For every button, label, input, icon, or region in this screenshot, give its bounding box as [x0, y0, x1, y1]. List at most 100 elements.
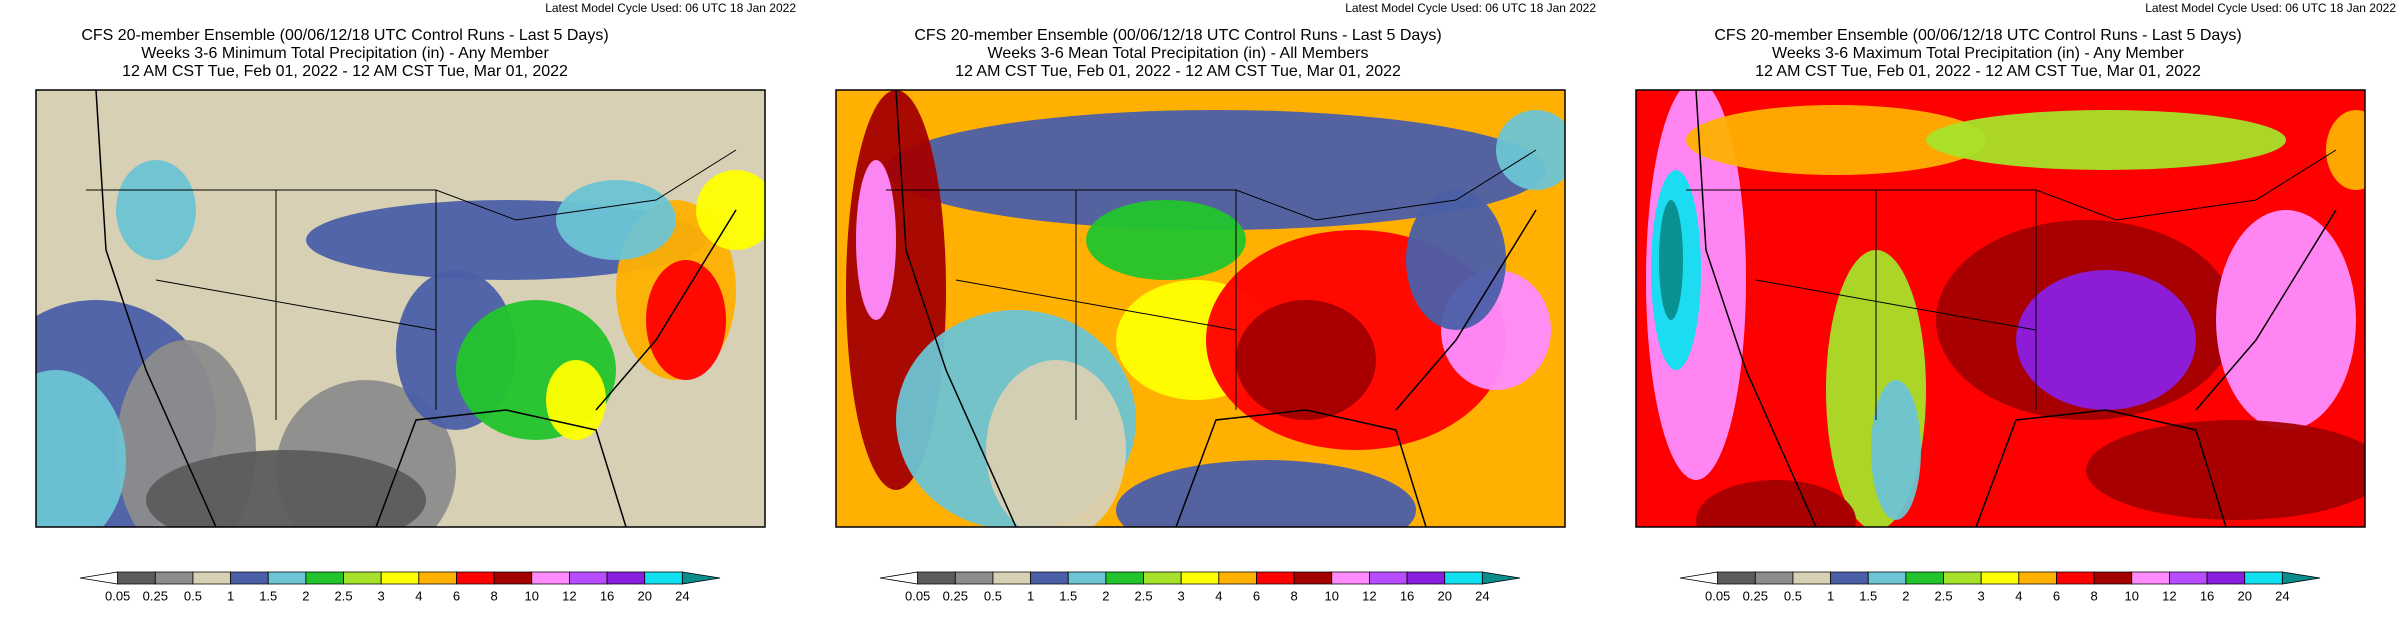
- colorbar-swatch: [1406, 571, 1446, 585]
- map-subtitle: Weeks 3-6 Maximum Total Precipitation (i…: [1772, 45, 2185, 62]
- precip-area: [1659, 200, 1683, 320]
- map-title: CFS 20-member Ensemble (00/06/12/18 UTC …: [914, 27, 1441, 44]
- colorbar-label: 1: [1827, 588, 1834, 603]
- precip-area: [556, 180, 676, 260]
- colorbar-swatch: [1905, 571, 1944, 585]
- precip-area: [1116, 460, 1416, 527]
- map-period: 12 AM CST Tue, Feb 01, 2022 - 12 AM CST …: [955, 63, 1401, 80]
- colorbar-swatch: [230, 571, 269, 585]
- precip-area: [856, 160, 896, 320]
- coastline: [895, 90, 1537, 527]
- colorbar-label: 6: [1253, 588, 1260, 603]
- colorbar-swatch: [2169, 571, 2208, 585]
- colorbar-label: 0.05: [905, 588, 930, 603]
- colorbar-swatch: [2093, 571, 2133, 585]
- colorbar-swatch: [192, 571, 231, 585]
- precip-area: [36, 370, 126, 527]
- colorbar-label: 1.5: [1859, 588, 1877, 603]
- colorbar-swatch: [305, 571, 344, 585]
- colorbar-swatch: [531, 571, 570, 585]
- border: [86, 149, 737, 420]
- colorbar-label: 2.5: [1134, 588, 1152, 603]
- precip-area: [2326, 110, 2365, 190]
- colorbar-label: 12: [2162, 588, 2176, 603]
- precip-area: [146, 450, 426, 527]
- precip-area: [1871, 380, 1921, 520]
- precip-area: [1686, 105, 1986, 175]
- colorbar-swatch: [1754, 571, 1794, 585]
- colorbar-label: 3: [1978, 588, 1985, 603]
- map-title: CFS 20-member Ensemble (00/06/12/18 UTC …: [1714, 27, 2241, 44]
- map-frame: [35, 89, 766, 528]
- colorbar-swatch: [1792, 571, 1831, 585]
- colorbar-swatch: [1867, 571, 1907, 585]
- map-period: 12 AM CST Tue, Feb 01, 2022 - 12 AM CST …: [1755, 63, 2201, 80]
- colorbar-swatch: [2131, 571, 2170, 585]
- colorbar-label: 2: [1902, 588, 1909, 603]
- colorbar-swatch: [154, 571, 194, 585]
- colorbar-label: 20: [637, 588, 651, 603]
- colorbar-label: 1.5: [259, 588, 277, 603]
- precip-area: [1696, 480, 1856, 527]
- colorbar-swatch: [992, 571, 1031, 585]
- colorbar-label: 4: [415, 588, 422, 603]
- colorbar-label: 0.5: [984, 588, 1002, 603]
- precip-area: [1086, 200, 1246, 280]
- panel: Latest Model Cycle Used: 06 UTC 18 Jan 2…: [835, 1, 1596, 603]
- colorbar-swatch: [1256, 571, 1295, 585]
- colorbar-swatch: [1331, 571, 1370, 585]
- map-title: CFS 20-member Ensemble (00/06/12/18 UTC …: [81, 27, 608, 44]
- colorbar-swatch: [1481, 571, 1521, 585]
- map: [36, 90, 765, 527]
- colorbar-label: 10: [2125, 588, 2139, 603]
- colorbar-label: 24: [2275, 588, 2289, 603]
- colorbar-swatch: [418, 571, 457, 585]
- colorbar-label: 10: [525, 588, 539, 603]
- colorbar-label: 0.25: [143, 588, 168, 603]
- precip-area: [2016, 270, 2196, 410]
- colorbar-label: 0.25: [943, 588, 968, 603]
- colorbar-swatch: [117, 571, 156, 585]
- colorbar-swatch: [1830, 571, 1869, 585]
- precip-area: [986, 360, 1126, 527]
- colorbar-swatch: [2206, 571, 2246, 585]
- colorbar-label: 12: [562, 588, 576, 603]
- panel: Latest Model Cycle Used: 06 UTC 18 Jan 2…: [35, 1, 796, 603]
- map-period: 12 AM CST Tue, Feb 01, 2022 - 12 AM CST …: [122, 63, 568, 80]
- colorbar-label: 0.5: [184, 588, 202, 603]
- colorbar-swatch: [1067, 571, 1107, 585]
- colorbar-swatch: [606, 571, 646, 585]
- colorbar-swatch: [1444, 571, 1483, 585]
- colorbar-swatch: [1105, 571, 1144, 585]
- colorbar-swatch: [2056, 571, 2095, 585]
- panel: Latest Model Cycle Used: 06 UTC 18 Jan 2…: [1635, 1, 2396, 603]
- map: [836, 90, 1565, 527]
- colorbar-swatch: [1369, 571, 1408, 585]
- precip-area: [1496, 110, 1565, 190]
- colorbar-label: 2: [302, 588, 309, 603]
- colorbar-swatch: [1180, 571, 1220, 585]
- cycle-label: Latest Model Cycle Used: 06 UTC 18 Jan 2…: [545, 1, 796, 15]
- colorbar-swatch: [1980, 571, 2020, 585]
- colorbar-swatch: [456, 571, 495, 585]
- colorbar-swatch: [917, 571, 956, 585]
- colorbar-swatch: [954, 571, 994, 585]
- coastline: [95, 90, 737, 527]
- colorbar-label: 0.5: [1784, 588, 1802, 603]
- colorbar-swatch: [681, 571, 721, 585]
- colorbar-label: 6: [2053, 588, 2060, 603]
- colorbar-label: 1: [1027, 588, 1034, 603]
- precip-area: [2216, 210, 2356, 430]
- colorbar-label: 6: [453, 588, 460, 603]
- colorbar-label: 8: [1291, 588, 1298, 603]
- colorbar-label: 0.05: [1705, 588, 1730, 603]
- colorbar-label: 3: [378, 588, 385, 603]
- precip-area: [2086, 420, 2365, 520]
- colorbar-swatch: [644, 571, 683, 585]
- colorbar-swatch: [1143, 571, 1182, 585]
- colorbar-swatch: [2244, 571, 2283, 585]
- colorbar-label: 24: [1475, 588, 1489, 603]
- precip-area: [1926, 110, 2286, 170]
- colorbar-swatch: [1030, 571, 1069, 585]
